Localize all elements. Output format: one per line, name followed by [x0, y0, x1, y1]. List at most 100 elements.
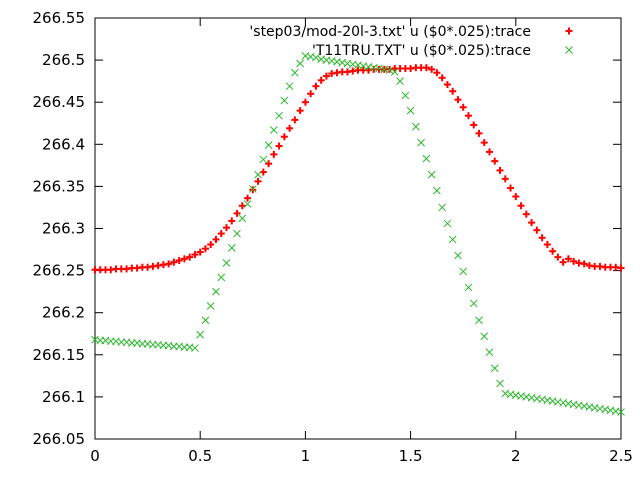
axis-ticks [94, 17, 622, 440]
legend-label-series-1: 'step03/mod-20l-3.txt' u ($0*.025):trace [249, 24, 531, 40]
data-point [196, 248, 204, 256]
x-tick-label: 1 [301, 447, 311, 465]
data-point [617, 264, 625, 272]
data-point [517, 202, 525, 210]
data-point [275, 142, 283, 150]
data-point [265, 160, 273, 168]
series-1 [91, 64, 625, 274]
data-point [322, 72, 330, 80]
data-point [206, 302, 215, 310]
data-point [470, 121, 478, 129]
x-tick-labels: 0 0.5 1 1.5 2 2.5 [90, 447, 633, 465]
x-tick-label: 1.5 [399, 447, 423, 465]
x-tick-label: 0.5 [188, 447, 212, 465]
data-point [212, 287, 220, 296]
data-point [227, 244, 236, 252]
data-point [286, 124, 294, 132]
data-point [491, 157, 499, 165]
y-tick-labels: 266.05 266.1 266.15 266.2 266.25 266.3 266.35 2… [33, 9, 86, 448]
data-point [191, 251, 199, 259]
data-point [264, 141, 273, 149]
data-point [475, 129, 483, 137]
data-point [522, 210, 530, 218]
data-point [269, 126, 278, 134]
data-point [438, 203, 447, 212]
y-tick-label: 266.05 [33, 430, 86, 448]
data-point [454, 251, 462, 260]
data-point [165, 260, 173, 268]
y-tick-label: 266.4 [42, 135, 85, 153]
data-point [427, 170, 436, 179]
data-point [438, 74, 446, 82]
data-point [449, 87, 457, 95]
data-point [248, 185, 257, 193]
data-point [317, 76, 325, 84]
data-point [243, 200, 252, 208]
data-point [564, 255, 572, 263]
y-tick-label: 266.15 [33, 346, 86, 364]
y-tick-label: 266.25 [33, 262, 86, 280]
data-point [291, 68, 299, 77]
data-point [396, 77, 404, 86]
x-tick-label: 2.5 [609, 447, 633, 465]
data-point [207, 240, 215, 248]
data-point [433, 186, 441, 195]
data-point [254, 170, 262, 179]
data-point [422, 64, 430, 72]
data-point [490, 364, 499, 373]
data-point [238, 202, 246, 210]
data-point [259, 155, 268, 164]
data-point [406, 106, 415, 115]
x-tick-label: 2 [511, 447, 521, 465]
data-point [217, 230, 225, 238]
data-point [459, 103, 467, 111]
data-point [296, 59, 304, 68]
data-point [428, 65, 436, 73]
data-point [412, 122, 420, 131]
y-tick-label: 266.55 [33, 9, 86, 27]
data-point [201, 316, 210, 325]
data-point [417, 138, 425, 147]
data-point [249, 186, 257, 194]
data-point [580, 260, 588, 268]
legend-label-series-2: 'T11TRU.TXT' u ($0*.025):trace [312, 43, 531, 59]
y-tick-label: 266.3 [42, 220, 85, 238]
data-point [422, 154, 431, 163]
data-point [175, 256, 183, 264]
series-2 [91, 52, 625, 416]
data-point [533, 226, 541, 234]
data-point [280, 133, 288, 141]
data-point [186, 253, 194, 261]
data-point [180, 255, 188, 263]
data-point [238, 214, 247, 223]
data-point [222, 259, 231, 267]
data-point [433, 69, 441, 77]
data-point [275, 111, 283, 120]
data-point [454, 96, 462, 104]
data-point [401, 91, 410, 100]
plot-frame [94, 17, 622, 440]
data-point [507, 184, 515, 192]
data-point [443, 219, 452, 228]
data-point [543, 240, 551, 248]
data-point [244, 194, 252, 202]
data-point [570, 257, 578, 265]
data-point [501, 175, 509, 183]
data-point [443, 81, 451, 89]
data-point [459, 267, 468, 276]
data-point [385, 66, 394, 75]
data-point [301, 98, 309, 106]
data-point [170, 258, 178, 266]
data-point [480, 332, 489, 341]
data-point [512, 193, 520, 201]
data-point [390, 68, 399, 76]
data-point [223, 224, 230, 232]
data-point [280, 96, 289, 105]
data-point [554, 253, 562, 261]
data-point [196, 330, 205, 339]
data-point [559, 258, 567, 266]
data-point [217, 273, 226, 282]
data-point [291, 116, 299, 124]
y-tick-label: 266.45 [33, 93, 86, 111]
